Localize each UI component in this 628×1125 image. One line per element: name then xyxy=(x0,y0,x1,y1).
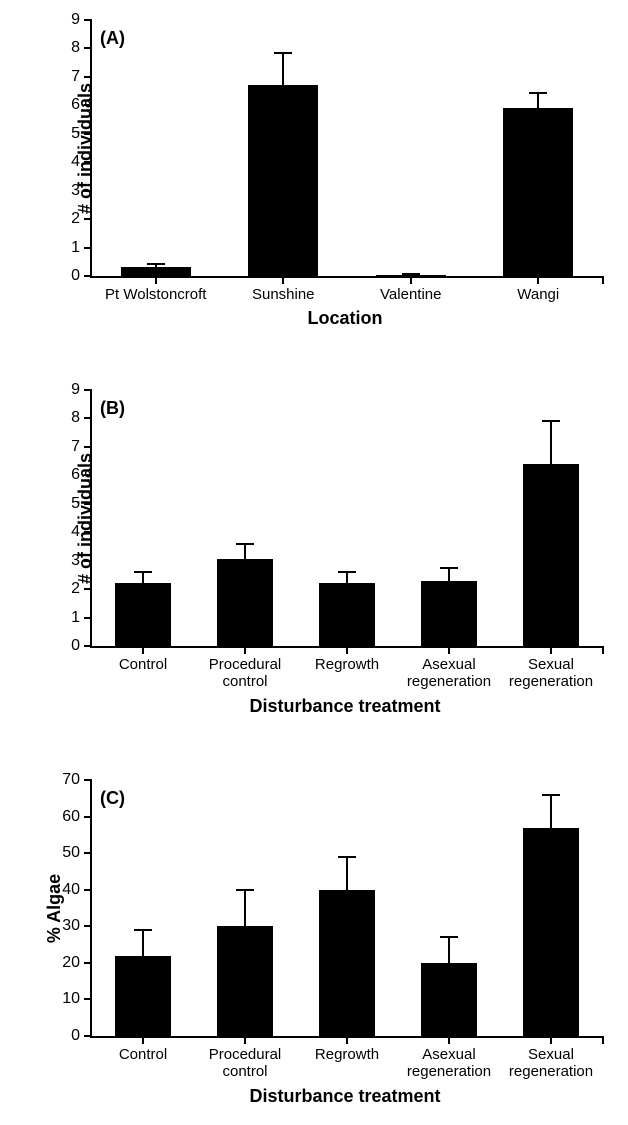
error-bar-cap xyxy=(134,571,152,573)
y-tick-label: 8 xyxy=(71,39,92,57)
x-axis-label: Disturbance treatment xyxy=(249,1086,440,1107)
bar xyxy=(217,926,273,1036)
error-bar-line xyxy=(346,857,348,890)
bar xyxy=(121,267,191,276)
error-bar-cap xyxy=(134,929,152,931)
error-bar-cap xyxy=(338,571,356,573)
y-tick-label: 1 xyxy=(71,239,92,257)
y-tick-label: 0 xyxy=(71,1027,92,1045)
error-bar-cap xyxy=(274,52,292,54)
error-bar-line xyxy=(448,937,450,963)
plot-area-B: 0123456789ControlProcedural controlRegro… xyxy=(90,390,602,648)
x-tick-label: Wangi xyxy=(517,276,559,303)
panel-label: (B) xyxy=(100,398,125,419)
y-tick-label: 40 xyxy=(62,881,92,899)
y-tick-label: 60 xyxy=(62,808,92,826)
error-bar-line xyxy=(448,568,450,581)
y-tick-label: 50 xyxy=(62,844,92,862)
y-tick-label: 10 xyxy=(62,990,92,1008)
bar xyxy=(421,581,477,646)
error-bar-cap xyxy=(440,567,458,569)
y-axis-label: % Algae xyxy=(44,874,65,943)
x-tick-label: Procedural control xyxy=(209,646,282,691)
x-tick-label: Pt Wolstoncroft xyxy=(105,276,206,303)
plot-area-A: 0123456789Pt WolstoncroftSunshineValenti… xyxy=(90,20,602,278)
plot-area-C: 010203040506070ControlProcedural control… xyxy=(90,780,602,1038)
error-bar-cap xyxy=(402,273,420,275)
error-bar-cap xyxy=(542,420,560,422)
bar xyxy=(421,963,477,1036)
y-tick-label: 0 xyxy=(71,267,92,285)
error-bar-cap xyxy=(338,856,356,858)
error-bar-cap xyxy=(236,543,254,545)
panel-C: 0 10 20 30 40 50 60 70 Control Procedural control… xyxy=(0,760,628,1120)
x-axis-label: Disturbance treatment xyxy=(249,696,440,717)
bar xyxy=(523,464,579,646)
x-tick-label: Sexual regeneration xyxy=(509,646,593,691)
x-tick-label: Regrowth xyxy=(315,1036,379,1063)
panel-B: 0123456789ControlProcedural controlRegro… xyxy=(0,370,628,730)
x-axis-end-tick xyxy=(602,646,604,654)
error-bar-line xyxy=(142,930,144,956)
error-bar-cap xyxy=(529,92,547,94)
error-bar-line xyxy=(142,572,144,583)
bar xyxy=(319,583,375,646)
y-axis-label: # of individuals xyxy=(75,453,96,584)
bar xyxy=(217,559,273,646)
panel-label: (C) xyxy=(100,788,125,809)
error-bar-cap xyxy=(147,263,165,265)
error-bar-line xyxy=(282,53,284,86)
bar xyxy=(115,956,171,1036)
x-tick-label: Regrowth xyxy=(315,646,379,673)
x-tick-label: Asexual regeneration xyxy=(407,1036,491,1081)
x-axis-end-tick xyxy=(602,1036,604,1044)
bar xyxy=(503,108,573,276)
panel-label: (A) xyxy=(100,28,125,49)
x-tick-label: Control xyxy=(119,646,167,673)
error-bar-cap xyxy=(440,936,458,938)
bar xyxy=(115,583,171,646)
x-tick-label: Sexual regeneration xyxy=(509,1036,593,1081)
figure-container: 0123456789Pt WolstoncroftSunshineValenti… xyxy=(0,0,628,1125)
y-tick-label: 0 xyxy=(71,637,92,655)
y-tick-label: 9 xyxy=(71,381,92,399)
error-bar-cap xyxy=(542,794,560,796)
error-bar-line xyxy=(346,572,348,583)
x-tick-label: Sunshine xyxy=(252,276,315,303)
error-bar-line xyxy=(550,795,552,828)
y-axis-label: # of individuals xyxy=(75,83,96,214)
x-tick-label: Procedural control xyxy=(209,1036,282,1081)
bar xyxy=(319,890,375,1036)
panel-A: 0123456789Pt WolstoncroftSunshineValenti… xyxy=(0,0,628,340)
y-tick-label: 8 xyxy=(71,409,92,427)
bar xyxy=(523,828,579,1036)
error-bar-line xyxy=(244,544,246,560)
x-tick-label: Control xyxy=(119,1036,167,1063)
y-tick-label: 9 xyxy=(71,11,92,29)
y-tick-label: 1 xyxy=(71,609,92,627)
error-bar-line xyxy=(244,890,246,927)
error-bar-line xyxy=(537,93,539,109)
error-bar-cap xyxy=(236,889,254,891)
y-tick-label: 30 xyxy=(62,917,92,935)
bar xyxy=(248,85,318,276)
x-axis-label: Location xyxy=(308,308,383,329)
y-tick-label: 70 xyxy=(62,771,92,789)
y-tick-label: 20 xyxy=(62,954,92,972)
error-bar-line xyxy=(550,421,552,464)
x-tick-label: Valentine xyxy=(380,276,441,303)
x-tick-label: Asexual regeneration xyxy=(407,646,491,691)
x-axis-end-tick xyxy=(602,276,604,284)
